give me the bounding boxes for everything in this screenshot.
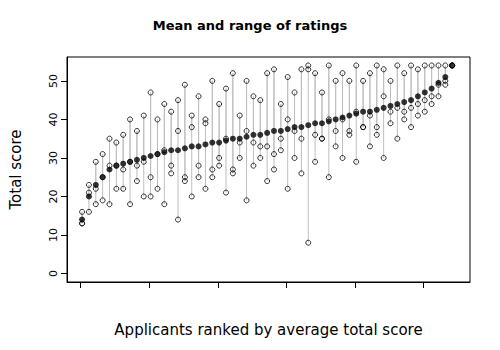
svg-text:10: 10	[47, 228, 60, 242]
svg-text:40: 40	[47, 112, 60, 126]
svg-text:0: 0	[47, 270, 60, 277]
svg-text:Total score: Total score	[7, 129, 25, 210]
svg-text:Applicants ranked by average t: Applicants ranked by average total score	[114, 321, 422, 339]
svg-text:20: 20	[47, 189, 60, 203]
svg-text:50: 50	[47, 74, 60, 88]
svg-text:30: 30	[47, 151, 60, 165]
svg-text:Mean and range of ratings: Mean and range of ratings	[153, 18, 348, 33]
